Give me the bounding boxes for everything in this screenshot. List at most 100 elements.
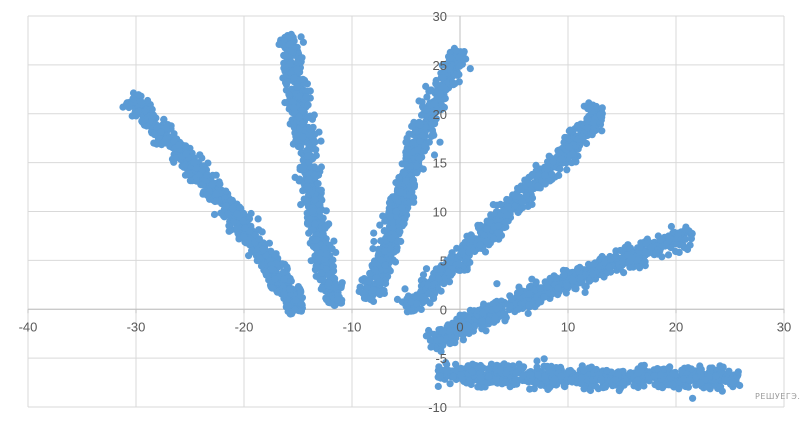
data-point [554,284,562,292]
data-point [438,101,446,109]
data-point [482,327,490,335]
data-point [377,237,385,245]
data-point [528,194,537,202]
data-point [696,362,704,370]
data-point [674,229,682,238]
data-point [439,341,447,349]
data-point [667,222,676,231]
data-point [437,265,445,273]
data-point [689,394,697,402]
data-point [381,217,389,225]
data-point [297,300,305,308]
data-point [366,269,374,277]
data-point [642,239,650,248]
data-point [303,199,311,207]
data-point [483,237,491,246]
data-point [522,192,530,200]
data-point [330,237,338,245]
data-point [401,285,409,293]
data-point [303,147,311,155]
data-point [304,220,312,228]
data-point [175,141,183,149]
data-point [443,367,451,375]
data-point [293,65,301,73]
data-point [452,360,460,368]
data-point [565,143,573,151]
data-point [303,183,311,191]
data-point [675,385,683,393]
data-point [679,375,688,383]
data-point [421,142,429,150]
data-point [295,92,303,101]
data-point [503,211,511,219]
data-point [297,201,305,209]
data-point [286,285,294,293]
data-point [292,296,300,304]
data-point [416,137,424,145]
data-point [134,91,143,99]
data-point [555,149,563,157]
data-point [565,367,573,375]
data-point [125,103,133,112]
data-point [494,229,502,237]
data-point [430,131,438,139]
data-point [304,101,312,109]
data-point [641,248,649,256]
data-point [573,121,582,130]
data-point [703,383,711,391]
data-point [651,381,659,389]
data-point [449,320,457,328]
y-tick-label: 30 [433,9,447,24]
data-point [524,309,532,317]
data-point [295,113,303,121]
data-point [369,245,377,253]
data-point [540,293,548,301]
data-point [317,137,325,145]
data-point [233,224,241,233]
data-point [637,366,645,374]
data-point [439,83,447,91]
data-point [198,181,207,189]
data-point [299,163,307,172]
y-tick-label: -10 [428,400,447,415]
data-point [600,273,608,281]
data-point [313,263,321,272]
data-point [325,279,333,287]
data-point [696,379,705,387]
data-point [519,372,527,380]
data-point [134,107,143,116]
data-point [446,327,454,335]
data-point [322,207,330,215]
x-tick-label: -10 [343,319,362,334]
data-point [403,134,411,142]
data-point [172,154,180,162]
data-point [372,259,380,267]
data-point [191,158,199,166]
data-point [410,180,418,188]
data-point [653,365,662,373]
data-point [464,322,472,330]
data-point [645,375,653,383]
data-point [491,314,499,322]
data-point [281,99,289,107]
data-point [531,303,539,311]
data-point [260,246,268,254]
data-point [381,247,389,255]
data-point [574,265,582,273]
data-point [436,138,444,146]
data-point [369,286,377,294]
data-point [545,366,553,374]
data-point [640,382,648,390]
data-point [630,382,638,390]
data-point [577,274,585,282]
data-point [602,382,610,390]
data-point [481,248,490,256]
data-point [563,166,571,174]
data-point [567,376,575,384]
data-point [494,222,503,230]
data-point [435,274,443,283]
data-point [442,359,450,367]
data-point [560,271,568,279]
data-point [736,381,744,390]
data-point [551,375,559,383]
